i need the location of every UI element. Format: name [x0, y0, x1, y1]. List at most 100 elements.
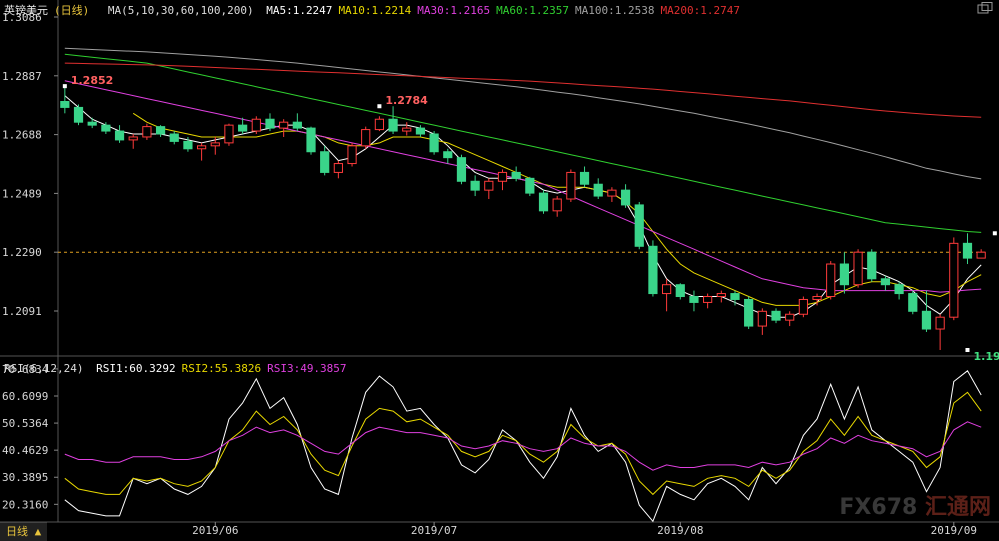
rsi-params: RSI(6,12,24)	[4, 362, 84, 375]
candle	[689, 290, 699, 312]
candle	[333, 160, 343, 179]
candle	[593, 178, 603, 200]
candle-body	[662, 284, 672, 295]
candle	[73, 104, 84, 126]
moving-average-lines	[64, 47, 982, 318]
candle-body	[402, 127, 412, 132]
candle-body	[935, 316, 945, 330]
candle	[497, 169, 508, 191]
candle	[470, 175, 480, 197]
ma-line-ma100	[64, 47, 982, 180]
candle-body	[374, 118, 385, 131]
candle	[867, 249, 877, 282]
candle	[894, 281, 904, 300]
candle	[798, 296, 808, 318]
candle-body	[484, 180, 494, 191]
symbol-title: 英镑美元 (日线)	[4, 4, 90, 17]
candle-body	[689, 296, 699, 303]
candle	[238, 117, 248, 135]
candle-body	[771, 310, 781, 321]
ma-line-ma200	[64, 62, 982, 118]
candle-body	[976, 251, 986, 259]
candle-body	[620, 189, 631, 206]
rsi-tick-label: 20.3160	[2, 498, 48, 511]
candle-body	[894, 284, 904, 295]
candle-body	[183, 140, 193, 150]
candle-body	[949, 242, 959, 318]
x-tick-label: 2019/08	[657, 524, 703, 537]
x-tick-label: 2019/07	[411, 524, 457, 537]
price-y-axis: 1.3086 1.2887 1.2688 1.2489 1.2290 1.2091	[2, 11, 58, 318]
candle	[839, 252, 850, 294]
rsi-legend: RSI(6,12,24) RSI1:60.3292 RSI2:55.3826 RSI…	[4, 362, 359, 375]
rsi-tick-label: 70.6834	[2, 363, 49, 376]
candle	[155, 125, 166, 137]
extreme-marker	[965, 348, 970, 352]
candle-body	[265, 118, 275, 129]
ma-legend-item: MA5:1.2247	[266, 4, 333, 17]
y-tick-label: 1.2290	[2, 246, 42, 259]
candle-body	[757, 310, 767, 327]
candle	[361, 126, 371, 149]
period-tab-daily[interactable]: 日线 ▲	[0, 522, 48, 541]
candle	[538, 190, 549, 214]
candle-body	[634, 204, 644, 247]
candle	[292, 113, 302, 132]
candle-body	[60, 101, 70, 108]
candle-body	[361, 129, 371, 147]
candle	[114, 125, 125, 143]
y-tick-label: 1.2489	[2, 187, 42, 200]
candle	[347, 142, 357, 167]
candle	[511, 166, 521, 182]
candle-body	[853, 251, 863, 286]
candle	[853, 249, 863, 288]
candle	[169, 131, 179, 145]
candle	[320, 145, 330, 176]
candle	[785, 311, 795, 327]
extreme-marker	[992, 231, 997, 236]
candle-body	[238, 124, 248, 132]
candle-body	[101, 124, 111, 132]
candle	[128, 134, 138, 149]
window-restore-icon[interactable]	[977, 2, 993, 14]
candle	[415, 125, 426, 137]
candle-body	[497, 171, 508, 182]
candle	[579, 166, 590, 188]
candle	[265, 113, 275, 132]
candle	[60, 86, 70, 114]
candle-body	[347, 145, 357, 165]
candle-body	[839, 263, 850, 286]
y-tick-label: 1.2091	[2, 305, 42, 318]
candle	[183, 136, 193, 152]
y-tick-label: 1.3086	[2, 11, 42, 24]
candle-body	[114, 130, 125, 141]
candle	[374, 116, 385, 132]
x-tick-label: 2019/06	[192, 524, 238, 537]
candle-body	[525, 177, 535, 194]
candle-body	[921, 310, 932, 330]
candle	[197, 142, 207, 161]
candle-body	[744, 298, 754, 327]
y-tick-label: 1.2887	[2, 70, 42, 83]
candle-body	[880, 278, 891, 286]
candle	[634, 201, 644, 250]
candle-body	[443, 151, 453, 159]
rsi-line-rsi3	[64, 421, 982, 471]
candle	[757, 308, 767, 335]
candle-body	[798, 298, 808, 315]
candle	[730, 290, 740, 306]
ma-line-ma60	[64, 53, 982, 233]
candle	[662, 278, 672, 312]
candle-body	[716, 293, 726, 298]
candle	[87, 117, 97, 129]
candle	[251, 116, 261, 135]
candlestick-series[interactable]	[60, 86, 986, 350]
rsi-line-rsi1	[64, 370, 982, 523]
rsi-tick-label: 50.5364	[2, 417, 49, 430]
candle-body	[306, 127, 316, 153]
candle	[388, 106, 398, 135]
candle-body	[73, 106, 84, 123]
candle	[210, 136, 220, 155]
